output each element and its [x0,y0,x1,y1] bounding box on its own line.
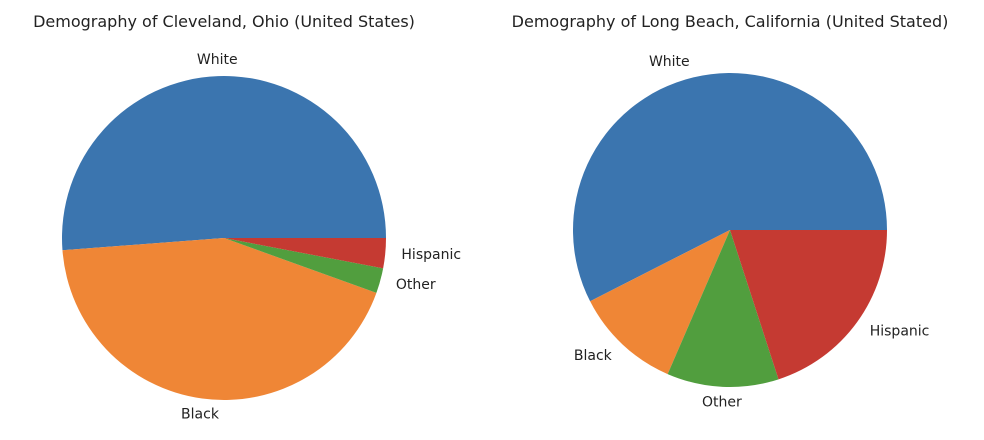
slice-label-black: Black [574,348,613,364]
slice-label-hispanic: Hispanic [401,247,461,263]
pie-labels: White Black Other Hispanic [181,52,461,423]
pie-labels: White Black Other Hispanic [574,54,929,410]
slice-label-white: White [197,52,238,68]
slice-hispanic [224,238,387,269]
chart-title: Demography of Long Beach, California (Un… [512,12,949,31]
pie-chart-long-beach: Demography of Long Beach, California (Un… [512,12,949,411]
pie-chart-cleveland: Demography of Cleveland, Ohio (United St… [33,12,461,423]
slice-label-black: Black [181,407,220,423]
slice-other [667,230,779,388]
slice-label-other: Other [702,395,742,411]
slice-black [590,230,730,375]
slice-black [62,238,377,400]
slice-other [224,238,384,293]
slice-hispanic [730,230,887,380]
slice-label-other: Other [396,277,436,293]
pie-slices [62,76,387,400]
slice-label-white: White [649,54,690,70]
slice-label-hispanic: Hispanic [870,324,930,340]
pie-slices [573,73,887,388]
chart-title: Demography of Cleveland, Ohio (United St… [33,12,415,31]
slice-white [62,76,386,251]
slice-white [573,73,887,302]
